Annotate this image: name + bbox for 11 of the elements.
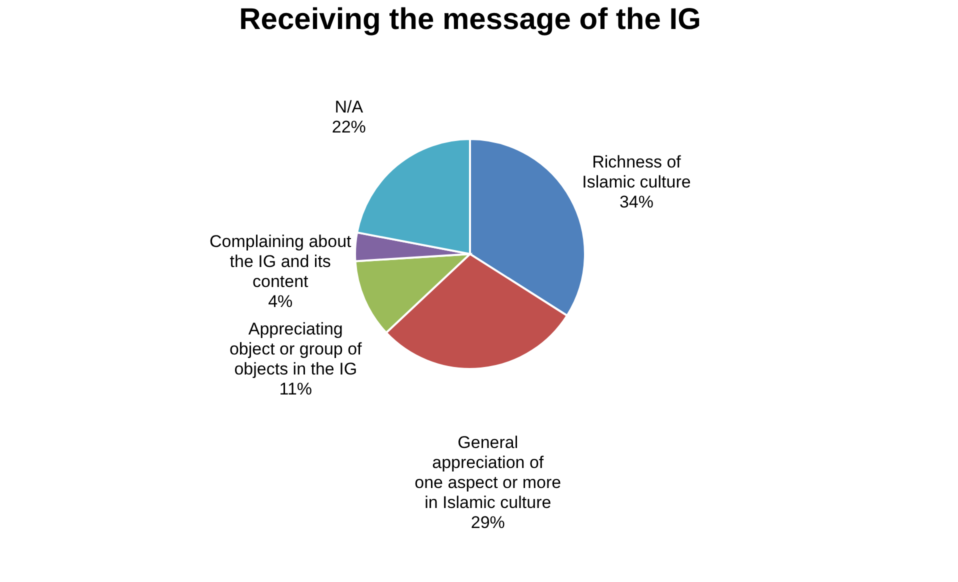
chart-title: Receiving the message of the IG — [239, 3, 701, 36]
data-label: 11% — [279, 379, 312, 398]
slice-label: General appreciation of one aspect or more in Islamic culture — [414, 433, 562, 512]
slice-label: Complaining about the IG and its content — [209, 232, 352, 292]
slice-label: N/A — [334, 98, 364, 117]
data-label: 34% — [619, 192, 654, 212]
data-label: 4% — [268, 292, 293, 312]
slice-label: Richness of Islamic culture — [582, 152, 691, 192]
data-label: 29% — [470, 513, 505, 532]
data-label: 22% — [332, 118, 366, 137]
slice-label: Appreciating object or group of objects in the IG — [229, 319, 362, 378]
